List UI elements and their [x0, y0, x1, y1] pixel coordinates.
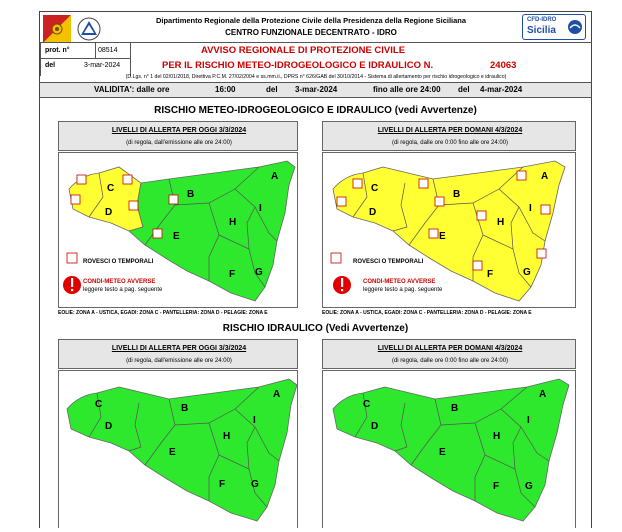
notice-number: 24063 [490, 60, 517, 71]
validity-from-date: 3-mar-2024 [295, 85, 338, 94]
svg-text:D: D [371, 421, 378, 432]
protocol-box: prot. n° 08514 del 3-mar-2024 [40, 43, 130, 76]
svg-text:A: A [541, 171, 548, 182]
section1-today-map-panel: A B C D E F G H I ROVESCI O TEMPORALI CO… [58, 152, 298, 308]
section1-tomorrow-title: LIVELLI DI ALLERTA PER DOMANI 4/3/2024 [377, 127, 523, 134]
svg-text:C: C [371, 183, 378, 194]
svg-text:H: H [493, 431, 500, 442]
svg-text:H: H [223, 431, 230, 442]
validity-del2-label: del [458, 85, 470, 94]
svg-text:E: E [439, 447, 446, 458]
zone-a-label: A [271, 171, 278, 182]
today-meteo-map: A B C D E F G H I [63, 160, 296, 302]
section2-title: RISCHIO IDRAULICO (Vedi Avvertenze) [222, 323, 409, 334]
svg-text:B: B [453, 189, 460, 200]
zone-h-label: H [229, 217, 236, 228]
legend-storm-icon [66, 252, 78, 264]
section2-today-map-panel: A B C D E F G H I [58, 370, 298, 528]
section1-tomorrow-map-panel: A B C D E F G H I ROVESCI O TEMPORALI CO… [322, 152, 576, 308]
zone-b-label: B [187, 189, 194, 200]
del-value: 3-mar-2024 [84, 62, 121, 69]
svg-text:H: H [497, 217, 504, 228]
svg-text:D: D [369, 207, 376, 218]
civil-protection-logo [76, 16, 102, 42]
validity-until-label: fino alle ore 24:00 [373, 85, 441, 94]
section1-today-header: LIVELLI DI ALLERTA PER OGGI 3/3/2024 (di… [58, 121, 298, 151]
svg-text:B: B [181, 403, 188, 414]
svg-text:E: E [439, 231, 446, 242]
section1-tomorrow-sub: (di regola, dalle ore 0:00 fino alle ore… [391, 140, 509, 146]
svg-text:C: C [95, 399, 102, 410]
islands-note-tomorrow: EOLIE: ZONA A - USTICA, EGADI: ZONA C - … [322, 310, 532, 316]
centre-line: CENTRO FUNZIONALE DECENTRATO - IDRO [225, 28, 397, 37]
svg-text:G: G [523, 267, 531, 278]
section2-tomorrow-title: LIVELLI DI ALLERTA PER DOMANI 4/3/2024 [377, 345, 523, 352]
section2-today-sub: (di regola, dall'emissione alle ore 24:0… [126, 358, 232, 364]
svg-text:I: I [527, 415, 530, 426]
section2-tomorrow-sub: (di regola, dalle ore 0:00 fino alle ore… [391, 358, 509, 364]
notice-title-line2: PER IL RISCHIO METEO-IDROGEOLOGICO E IDR… [162, 60, 434, 71]
section2-tomorrow-header: LIVELLI DI ALLERTA PER DOMANI 4/3/2024 (… [322, 339, 576, 369]
zone-i-label: I [259, 203, 262, 214]
svg-text:D: D [105, 421, 112, 432]
svg-text:A: A [539, 389, 546, 400]
legend-showers-today: ROVESCI O TEMPORALI [83, 259, 154, 265]
section2-today-header: LIVELLI DI ALLERTA PER OGGI 3/3/2024 (di… [58, 339, 298, 369]
section1-tomorrow-header: LIVELLI DI ALLERTA PER DOMANI 4/3/2024 (… [322, 121, 576, 151]
logo-mark-icon [568, 20, 582, 34]
section2-today-title: LIVELLI DI ALLERTA PER OGGI 3/3/2024 [111, 345, 247, 352]
cfd-idro-logo: CFD-IDRO Sicilia [522, 14, 586, 40]
svg-text:F: F [219, 479, 225, 490]
validity-label: VALIDITA': dalle ore [94, 85, 170, 94]
svg-text:C: C [363, 399, 370, 410]
validity-from-time: 16:00 [215, 85, 236, 94]
zone-e-label: E [173, 231, 180, 242]
svg-text:I: I [529, 203, 532, 214]
section2-tomorrow-map-panel: A B C D E F G H I [322, 370, 576, 528]
validity-row: VALIDITA': dalle ore 16:00 del 3-mar-202… [40, 83, 591, 97]
svg-text:E: E [169, 447, 176, 458]
zone-f-label: F [229, 269, 235, 280]
zone-c-label: C [107, 183, 114, 194]
document-frame [39, 11, 592, 528]
section1-today-title: LIVELLI DI ALLERTA PER OGGI 3/3/2024 [111, 127, 247, 134]
legal-reference: (D.Lgs. n° 1 del 02/01/2018, Direttiva P… [125, 74, 507, 80]
notice-title-line1: AVVISO REGIONALE DI PROTEZIONE CIVILE [200, 45, 406, 56]
section1-title: RISCHIO METEO-IDROGEOLOGICO E IDRAULICO … [154, 105, 477, 116]
sicily-flag-logo [43, 15, 71, 43]
section1-today-sub: (di regola, dall'emissione alle ore 24:0… [126, 140, 232, 146]
islands-note-today: EOLIE: ZONA A - USTICA, EGADI: ZONA C - … [58, 310, 268, 316]
legend-adverse-sub-today: leggere testo a pag. seguente [83, 287, 163, 293]
legend-adverse-today: CONDI-METEO AVVERSE [83, 279, 156, 285]
del-label: del [45, 62, 56, 69]
svg-text:G: G [251, 479, 259, 490]
validity-to-date: 4-mar-2024 [480, 85, 523, 94]
svg-text:G: G [525, 481, 533, 492]
legend-showers-tomorrow: ROVESCI O TEMPORALI [353, 259, 424, 265]
svg-text:F: F [487, 269, 493, 280]
tomorrow-hydraulic-map: A B C D E F G H I [332, 378, 570, 522]
today-hydraulic-map: A B C D E F G H I [66, 378, 298, 522]
logo-sicilia-text: Sicilia [527, 25, 556, 36]
tomorrow-meteo-map: A B C D E F G H I [330, 160, 566, 302]
zone-d-label: D [105, 207, 112, 218]
legend-adverse-sub-tomorrow: leggere testo a pag. seguente [363, 287, 443, 293]
storm-icon [70, 174, 179, 239]
svg-text:I: I [253, 415, 256, 426]
svg-text:B: B [451, 403, 458, 414]
svg-text:A: A [273, 389, 280, 400]
zone-g-label: G [255, 267, 263, 278]
prot-label: prot. n° [45, 47, 70, 54]
storm-icon [336, 170, 551, 271]
svg-text:F: F [493, 481, 499, 492]
prot-value: 08514 [98, 47, 118, 54]
logo-cfd-text: CFD-IDRO [527, 17, 557, 23]
department-line: Dipartimento Regionale della Protezione … [155, 16, 467, 25]
validity-del-label: del [266, 85, 278, 94]
legend-adverse-tomorrow: CONDI-METEO AVVERSE [363, 279, 436, 285]
